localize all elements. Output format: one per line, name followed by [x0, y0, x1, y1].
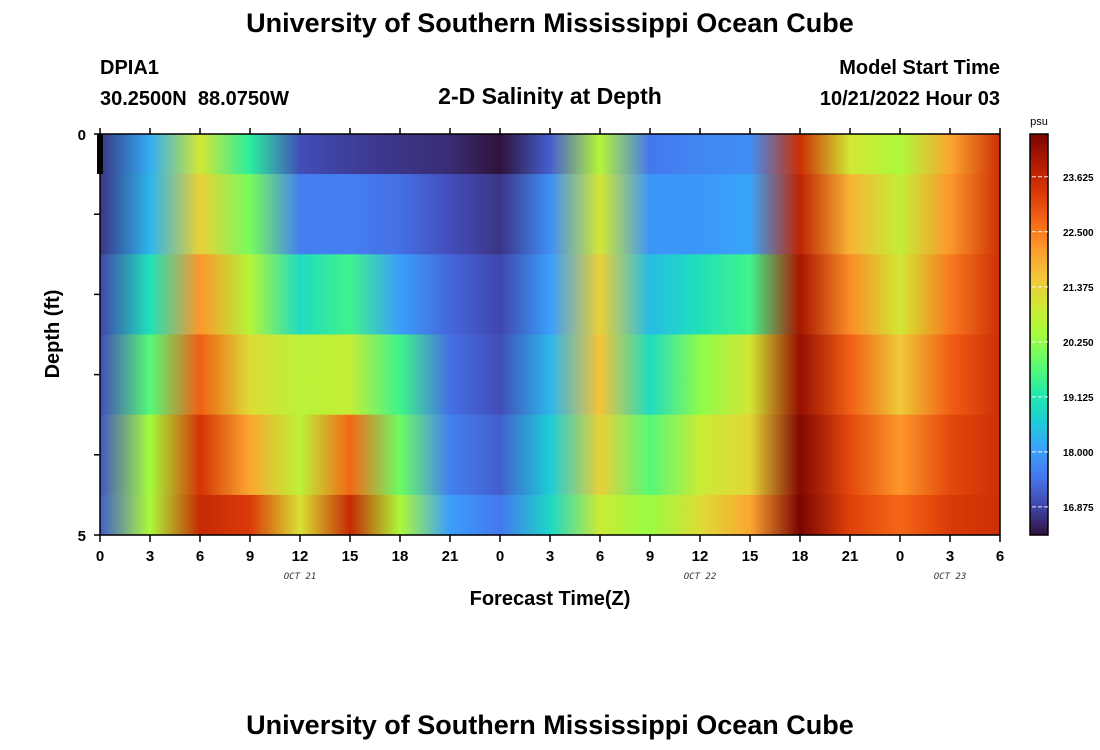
y-axis-label: Depth (ft) — [42, 290, 64, 379]
heatmap-depth-row — [100, 254, 1000, 335]
x-tick-label: 21 — [442, 548, 459, 565]
colorbar-label: 18.000 — [1063, 448, 1094, 459]
x-tick-label: 15 — [742, 548, 759, 565]
heatmap-depth-row — [100, 134, 1000, 175]
x-tick-label: 3 — [146, 548, 154, 565]
colorbar-label: 20.250 — [1063, 338, 1094, 349]
colorbar-scale — [1030, 134, 1048, 535]
colorbar-label: 19.125 — [1063, 393, 1094, 404]
heatmap-depth-row — [100, 335, 1000, 416]
x-tick-label: 12 — [692, 548, 709, 565]
colorbar-label: 23.625 — [1063, 173, 1094, 184]
colorbar-label: 21.375 — [1063, 283, 1094, 294]
y-tick-label: 0 — [78, 127, 86, 144]
x-tick-label: 12 — [292, 548, 309, 565]
x-day-label: OCT 23 — [934, 572, 967, 582]
heatmap-depth-row — [100, 174, 1000, 255]
heatmap-depth-row — [100, 495, 1000, 536]
heatmap-depth-row — [100, 415, 1000, 496]
x-tick-label: 9 — [246, 548, 254, 565]
colorbar-label: 22.500 — [1063, 228, 1094, 239]
x-axis-label: Forecast Time(Z) — [470, 588, 631, 610]
x-tick-label: 9 — [646, 548, 654, 565]
footer-title: University of Southern Mississippi Ocean… — [0, 710, 1100, 740]
x-tick-label: 15 — [342, 548, 359, 565]
x-tick-label: 6 — [996, 548, 1004, 565]
x-tick-label: 0 — [496, 548, 504, 565]
y-tick-label: 5 — [78, 528, 86, 545]
x-tick-label: 6 — [596, 548, 604, 565]
x-tick-label: 18 — [792, 548, 809, 565]
x-tick-label: 6 — [196, 548, 204, 565]
colorbar-unit: psu — [1030, 116, 1048, 128]
colorbar-label: 16.875 — [1063, 503, 1094, 514]
x-tick-label: 0 — [896, 548, 904, 565]
x-tick-label: 3 — [946, 548, 954, 565]
x-tick-label: 0 — [96, 548, 104, 565]
x-tick-label: 18 — [392, 548, 409, 565]
x-day-label: OCT 21 — [284, 572, 317, 582]
x-tick-label: 3 — [546, 548, 554, 565]
x-day-label: OCT 22 — [684, 572, 717, 582]
x-tick-label: 21 — [842, 548, 859, 565]
